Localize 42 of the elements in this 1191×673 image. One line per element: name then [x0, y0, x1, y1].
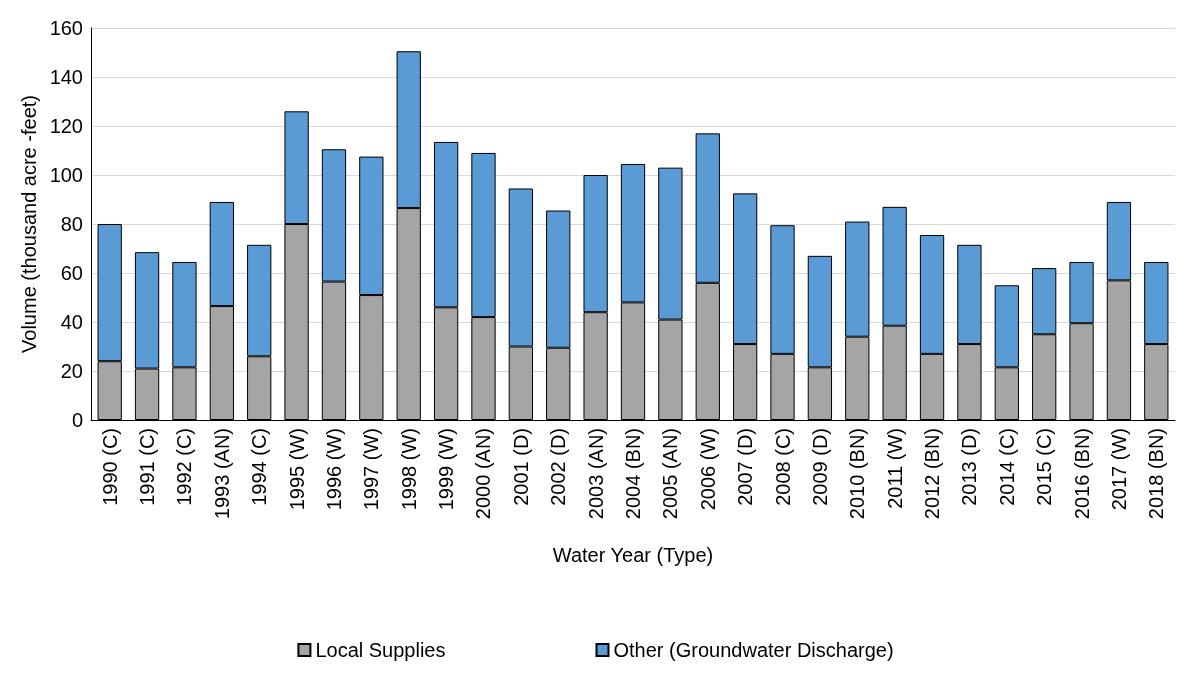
x-tick-label: 2017 (W) [1107, 428, 1130, 511]
x-tick-label: 2014 (C) [995, 428, 1018, 506]
x-tick-label: 2005 (AN) [659, 428, 682, 520]
x-tick-label: 1990 (C) [98, 428, 121, 506]
x-tick-label: 2016 (BN) [1070, 428, 1093, 520]
x-tick-label: 1993 (AN) [210, 428, 233, 520]
y-axis-title: Volume (thousand acre -feet) [17, 95, 40, 353]
y-tick-label: 20 [60, 360, 83, 382]
x-tick-label: 1996 (W) [322, 428, 345, 511]
x-tick-label: 2001 (D) [509, 428, 532, 506]
y-tick-label: 140 [49, 66, 83, 88]
y-tick-label: 160 [49, 17, 83, 39]
x-tick-label: 2002 (D) [547, 428, 570, 506]
x-axis-title: Water Year (Type) [552, 544, 714, 566]
x-tick-label: 1994 (C) [248, 428, 271, 506]
x-tick-label: 1992 (C) [173, 428, 196, 506]
x-tick-label: 2012 (BN) [921, 428, 944, 520]
x-tick-label: 2003 (AN) [584, 428, 607, 520]
x-tick-label: 2010 (BN) [846, 428, 869, 520]
x-tick-label: 1998 (W) [397, 428, 420, 511]
y-tick-label: 100 [49, 164, 83, 186]
x-tick-label: 2000 (AN) [472, 428, 495, 520]
legend-label: Other (Groundwater Discharge) [613, 639, 894, 661]
y-tick-label: 40 [60, 311, 83, 333]
legend-label: Local Supplies [315, 639, 446, 661]
y-tick-label: 60 [60, 262, 83, 284]
x-tick-label: 2007 (D) [734, 428, 757, 506]
y-tick-label: 80 [60, 213, 83, 235]
y-tick-label: 120 [49, 115, 83, 137]
x-tick-label: 2015 (C) [1033, 428, 1056, 506]
x-tick-label: 1999 (W) [435, 428, 458, 511]
x-tick-label: 2018 (BN) [1145, 428, 1168, 520]
x-tick-label: 2009 (D) [808, 428, 831, 506]
y-tick-label: 0 [71, 409, 83, 431]
x-tick-label: 1995 (W) [285, 428, 308, 511]
x-tick-label: 2013 (D) [958, 428, 981, 506]
x-tick-label: 2011 (W) [883, 428, 906, 509]
x-tick-label: 2006 (W) [696, 428, 719, 511]
x-tick-label: 1997 (W) [360, 428, 383, 511]
x-tick-label: 1991 (C) [136, 428, 159, 506]
x-tick-label: 2008 (C) [771, 428, 794, 506]
x-tick-label: 2004 (BN) [622, 428, 644, 520]
